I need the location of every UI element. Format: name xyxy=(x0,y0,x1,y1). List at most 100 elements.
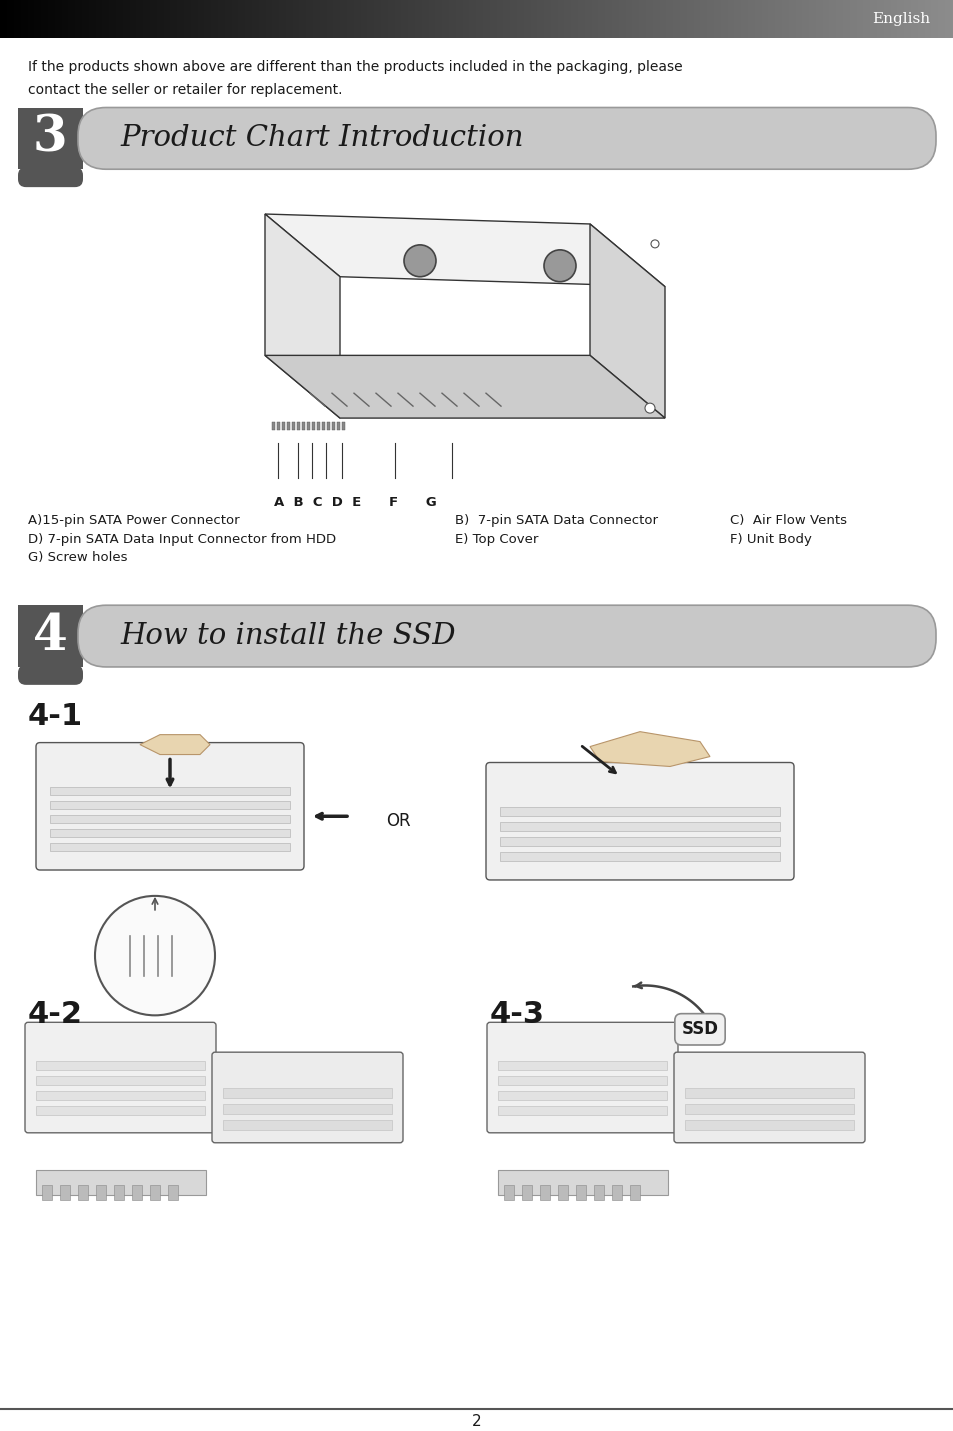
Bar xyxy=(312,422,314,431)
Bar xyxy=(50,829,290,837)
Bar xyxy=(499,823,780,831)
Text: SSD: SSD xyxy=(680,1020,718,1039)
Text: F) Unit Body: F) Unit Body xyxy=(729,532,811,545)
Bar xyxy=(36,1062,205,1070)
FancyBboxPatch shape xyxy=(18,167,83,187)
Text: G) Screw holes: G) Screw holes xyxy=(28,551,128,564)
Bar xyxy=(18,107,83,169)
Bar xyxy=(282,422,285,431)
Bar xyxy=(96,1185,106,1199)
Polygon shape xyxy=(265,215,339,418)
Bar xyxy=(499,851,780,861)
Bar xyxy=(168,1185,178,1199)
Bar xyxy=(307,422,310,431)
Bar xyxy=(272,422,274,431)
Bar xyxy=(684,1103,853,1113)
Bar xyxy=(332,422,335,431)
Circle shape xyxy=(650,240,659,248)
Bar xyxy=(50,843,290,851)
Circle shape xyxy=(543,250,576,282)
Bar xyxy=(50,787,290,796)
FancyBboxPatch shape xyxy=(212,1052,402,1143)
Bar xyxy=(36,1090,205,1100)
Bar xyxy=(558,1185,567,1199)
Bar xyxy=(629,1185,639,1199)
Text: 3: 3 xyxy=(32,114,68,163)
Text: 2: 2 xyxy=(472,1414,481,1428)
FancyBboxPatch shape xyxy=(486,1022,678,1133)
Bar xyxy=(132,1185,142,1199)
Bar xyxy=(150,1185,160,1199)
Bar xyxy=(521,1185,532,1199)
Text: C)  Air Flow Vents: C) Air Flow Vents xyxy=(729,514,846,527)
FancyBboxPatch shape xyxy=(485,763,793,880)
Circle shape xyxy=(95,896,214,1016)
Bar xyxy=(36,1106,205,1115)
Bar xyxy=(223,1103,392,1113)
Text: 4: 4 xyxy=(32,611,68,661)
Text: D) 7-pin SATA Data Input Connector from HDD: D) 7-pin SATA Data Input Connector from … xyxy=(28,532,335,545)
Bar xyxy=(296,422,299,431)
Polygon shape xyxy=(589,225,664,418)
Bar xyxy=(612,1185,621,1199)
Polygon shape xyxy=(265,355,664,418)
FancyBboxPatch shape xyxy=(25,1022,215,1133)
Bar xyxy=(497,1090,666,1100)
Bar xyxy=(497,1169,667,1195)
Text: A  B  C  D  E      F      G: A B C D E F G xyxy=(274,495,436,509)
Bar xyxy=(576,1185,585,1199)
FancyBboxPatch shape xyxy=(78,605,935,667)
Bar xyxy=(78,1185,88,1199)
FancyBboxPatch shape xyxy=(18,665,83,685)
Bar xyxy=(497,1106,666,1115)
Bar xyxy=(36,1169,206,1195)
Bar xyxy=(594,1185,603,1199)
Bar xyxy=(497,1062,666,1070)
Bar xyxy=(223,1120,392,1130)
Polygon shape xyxy=(265,215,664,286)
Bar xyxy=(50,801,290,810)
Bar xyxy=(684,1088,853,1098)
Bar xyxy=(336,422,339,431)
Bar xyxy=(292,422,294,431)
Text: If the products shown above are different than the products included in the pack: If the products shown above are differen… xyxy=(28,60,682,74)
Bar xyxy=(497,1076,666,1085)
Bar xyxy=(36,1076,205,1085)
Bar xyxy=(499,837,780,846)
Bar xyxy=(276,422,280,431)
Bar xyxy=(287,422,290,431)
Bar xyxy=(684,1120,853,1130)
Polygon shape xyxy=(589,731,709,767)
Text: 4-1: 4-1 xyxy=(28,701,83,731)
FancyBboxPatch shape xyxy=(78,107,935,169)
FancyBboxPatch shape xyxy=(673,1052,864,1143)
Bar xyxy=(322,422,325,431)
Bar xyxy=(341,422,345,431)
Text: OR: OR xyxy=(385,813,410,830)
Bar xyxy=(327,422,330,431)
Bar xyxy=(50,816,290,823)
Polygon shape xyxy=(140,734,210,754)
Text: How to install the SSD: How to install the SSD xyxy=(120,622,456,650)
Bar xyxy=(316,422,319,431)
Circle shape xyxy=(403,245,436,276)
Text: A)15-pin SATA Power Connector: A)15-pin SATA Power Connector xyxy=(28,514,239,527)
Bar xyxy=(302,422,305,431)
Bar xyxy=(499,807,780,816)
Bar xyxy=(18,605,83,667)
Text: B)  7-pin SATA Data Connector: B) 7-pin SATA Data Connector xyxy=(455,514,658,527)
Bar xyxy=(223,1088,392,1098)
Bar xyxy=(113,1185,124,1199)
Bar xyxy=(60,1185,70,1199)
Bar xyxy=(42,1185,52,1199)
Bar xyxy=(539,1185,550,1199)
Text: 4-3: 4-3 xyxy=(490,1000,544,1029)
Text: 4-2: 4-2 xyxy=(28,1000,83,1029)
Circle shape xyxy=(644,404,655,414)
Text: Product Chart Introduction: Product Chart Introduction xyxy=(120,124,523,152)
FancyBboxPatch shape xyxy=(36,743,304,870)
Text: E) Top Cover: E) Top Cover xyxy=(455,532,537,545)
Text: English: English xyxy=(871,11,929,26)
Text: contact the seller or retailer for replacement.: contact the seller or retailer for repla… xyxy=(28,83,342,97)
Bar xyxy=(503,1185,514,1199)
